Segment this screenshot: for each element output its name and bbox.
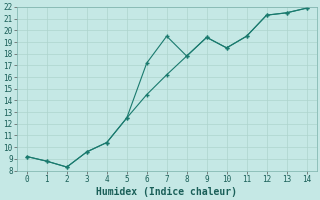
X-axis label: Humidex (Indice chaleur): Humidex (Indice chaleur) bbox=[96, 186, 237, 197]
